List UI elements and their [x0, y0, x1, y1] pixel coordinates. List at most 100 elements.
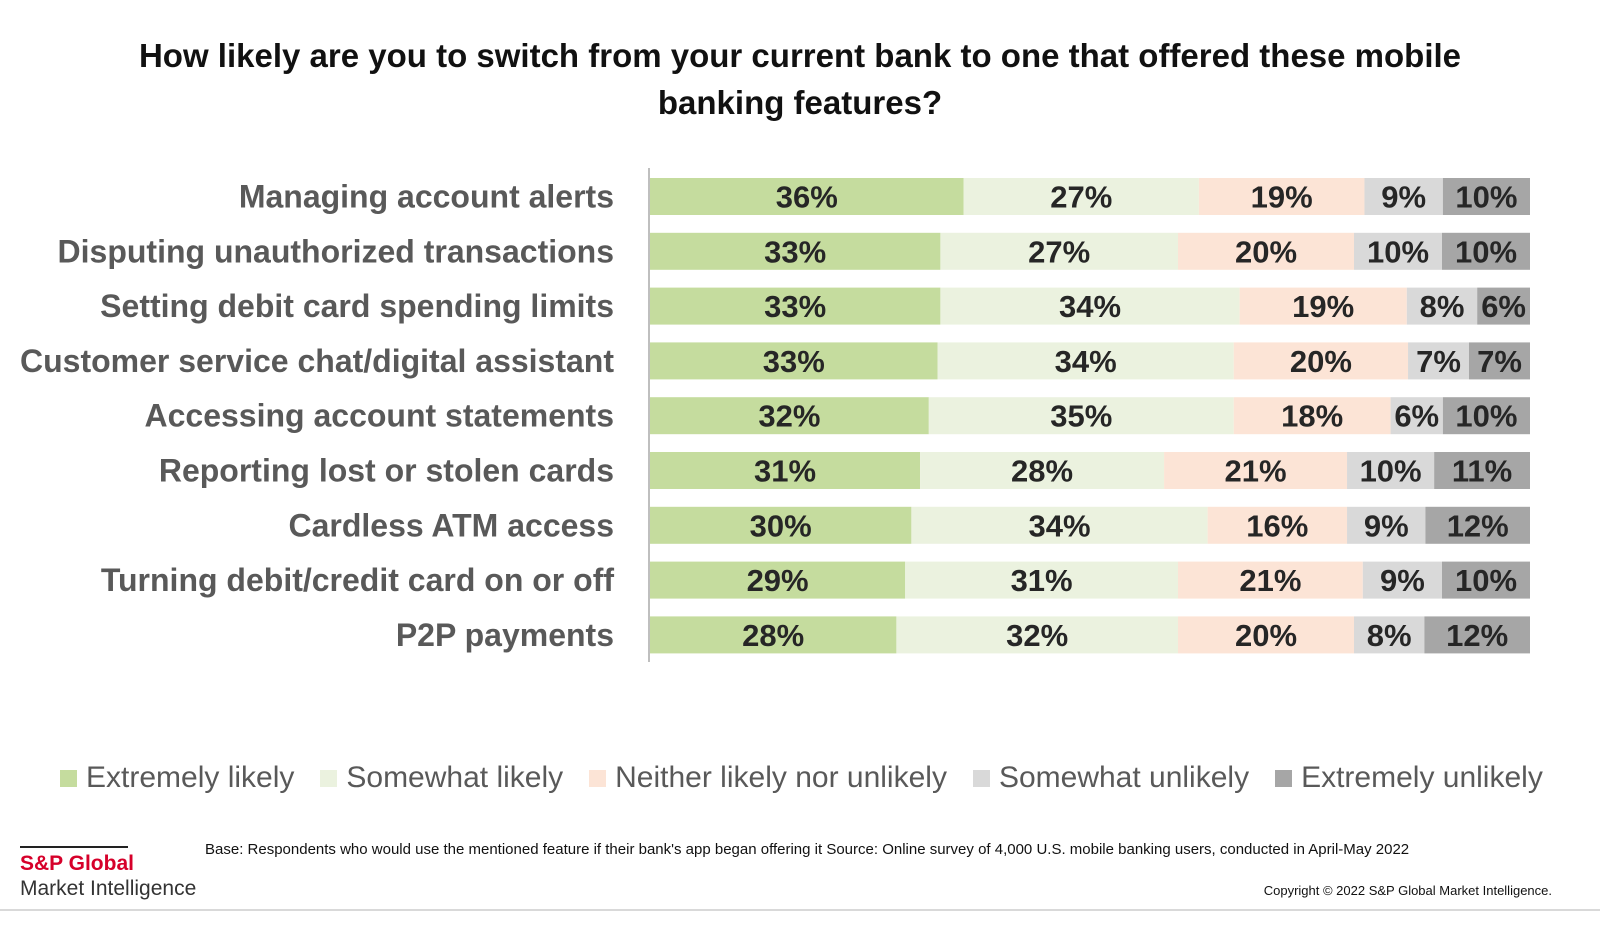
bar-segment-extremely-unlikely [1442, 397, 1530, 435]
legend-item: Somewhat likely [320, 761, 563, 795]
category-label: Reporting lost or stolen cards [159, 453, 614, 489]
data-label: 10% [1455, 180, 1517, 215]
legend-item: Extremely unlikely [1275, 761, 1543, 795]
bar-segment-somewhat-likely [896, 616, 1178, 654]
category-label: Managing account alerts [239, 179, 614, 215]
category-label: Cardless ATM access [289, 507, 615, 543]
data-label: 29% [747, 563, 809, 598]
legend-swatch [972, 769, 990, 787]
legend-label: Somewhat unlikely [998, 761, 1250, 794]
bar-segment-neither-likely-nor-unlikely [1178, 561, 1363, 599]
bar-segment-extremely-likely [650, 287, 941, 325]
legend-swatch [320, 769, 338, 787]
legend-item: Extremely likely [60, 761, 294, 795]
bar-segment-extremely-unlikely [1442, 561, 1530, 599]
data-label: 9% [1380, 563, 1425, 598]
bar-segment-somewhat-unlikely [1347, 452, 1435, 489]
bar-segment-neither-likely-nor-unlikely [1178, 232, 1354, 270]
bar-segment-somewhat-likely [937, 342, 1234, 380]
category-label: Accessing account statements [145, 398, 615, 434]
data-label: 28% [1011, 454, 1073, 489]
data-label: 35% [1050, 399, 1112, 434]
bar-segment-neither-likely-nor-unlikely [1233, 342, 1409, 380]
bar-segment-neither-likely-nor-unlikely [1233, 397, 1391, 435]
data-label: 19% [1292, 289, 1354, 324]
sp-global-logo: S&P Global Market Intelligence [20, 846, 196, 902]
bar-segment-somewhat-unlikely [1354, 616, 1425, 654]
bar-segment-somewhat-unlikely [1408, 342, 1470, 380]
data-label: 8% [1420, 289, 1465, 324]
bar-segment-extremely-likely [650, 452, 921, 489]
legend-label: Neither likely nor unlikely [615, 761, 947, 794]
copyright-text: Copyright © 2022 S&P Global Market Intel… [1263, 883, 1552, 898]
bar-segment-neither-likely-nor-unlikely [1198, 178, 1365, 215]
data-label: 21% [1239, 563, 1301, 598]
bar-segment-neither-likely-nor-unlikely [1239, 287, 1407, 325]
legend-swatch [589, 769, 607, 787]
bar-segment-neither-likely-nor-unlikely [1178, 616, 1354, 654]
bar-segment-extremely-likely [650, 561, 906, 599]
chart-title: How likely are you to switch from your c… [138, 37, 1462, 121]
bar-segment-somewhat-likely [905, 561, 1178, 599]
data-label: 33% [763, 344, 825, 379]
footer-note: Base: Respondents who would use the ment… [205, 841, 1410, 858]
data-label: 6% [1394, 399, 1439, 434]
data-label: 33% [764, 289, 826, 324]
data-label: 10% [1455, 563, 1517, 598]
bar-segment-extremely-unlikely [1477, 287, 1530, 325]
data-label: 20% [1290, 344, 1352, 379]
logo-brand: S&P Global [20, 852, 134, 875]
logo-rule [20, 846, 128, 848]
bar-segment-somewhat-unlikely [1390, 397, 1443, 435]
bar-segment-extremely-likely [650, 232, 941, 270]
data-label: 32% [758, 399, 820, 434]
data-label: 10% [1455, 399, 1517, 434]
data-label: 27% [1050, 180, 1112, 215]
data-label: 31% [1011, 563, 1073, 598]
bar-segment-extremely-likely [650, 342, 938, 380]
data-label: 16% [1246, 508, 1308, 543]
bar-segment-somewhat-likely [928, 397, 1234, 435]
bar-segment-somewhat-likely [940, 232, 1178, 270]
legend-swatch [60, 769, 77, 787]
category-label: P2P payments [396, 617, 614, 653]
legend-label: Somewhat likely [346, 761, 564, 794]
data-label: 11% [1452, 454, 1512, 489]
data-label: 19% [1251, 180, 1313, 215]
data-label: 34% [1059, 289, 1121, 324]
data-label: 20% [1235, 618, 1297, 653]
data-label: 31% [754, 454, 816, 489]
data-label: 10% [1455, 234, 1517, 269]
data-label: 20% [1235, 234, 1297, 269]
data-label: 33% [764, 234, 826, 269]
data-label: 7% [1477, 344, 1522, 379]
chart-legend: Extremely likely Somewhat likely Neither l… [60, 758, 1543, 798]
data-label: 34% [1055, 344, 1117, 379]
data-label: 12% [1446, 618, 1508, 653]
stacked-bar-chart: Managing account alerts 36% 27% 19% 9% 10% Dis… [20, 168, 1530, 662]
bar-segment-somewhat-unlikely [1362, 561, 1442, 599]
legend-label: Extremely unlikely [1301, 761, 1543, 794]
data-label: 32% [1006, 618, 1068, 653]
data-label: 8% [1367, 618, 1412, 653]
bar-segment-somewhat-likely [940, 287, 1240, 325]
data-label: 12% [1447, 508, 1509, 543]
data-label: 7% [1416, 344, 1461, 379]
bar-segment-extremely-unlikely [1434, 452, 1530, 489]
legend-item: Somewhat unlikely [972, 761, 1250, 795]
data-label: 6% [1481, 289, 1526, 324]
category-label: Setting debit card spending limits [100, 288, 614, 324]
data-label: 28% [742, 618, 804, 653]
legend-label: Extremely likely [86, 761, 295, 794]
category-label: Customer service chat/digital assistant [20, 343, 614, 379]
data-label: 9% [1364, 508, 1409, 543]
logo-subtitle: Market Intelligence [20, 877, 197, 900]
data-label: 10% [1360, 454, 1422, 489]
bar-segment-extremely-likely [650, 506, 912, 544]
bar-segment-somewhat-likely [963, 178, 1199, 215]
bar-segment-somewhat-likely [911, 506, 1208, 544]
bar-segment-somewhat-unlikely [1347, 506, 1426, 544]
data-label: 21% [1225, 454, 1287, 489]
bottom-divider [0, 909, 1600, 911]
data-label: 34% [1028, 508, 1090, 543]
